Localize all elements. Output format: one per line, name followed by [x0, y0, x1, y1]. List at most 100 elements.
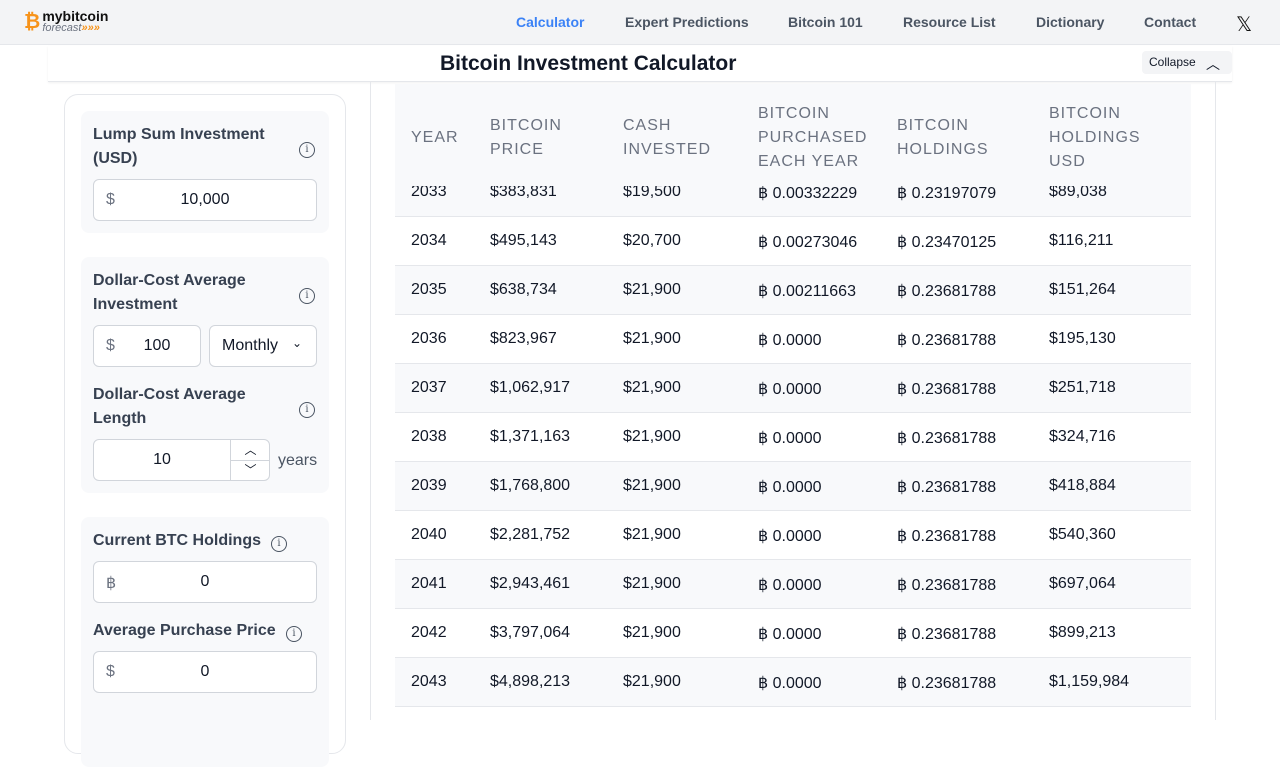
cell-bitcoin-purchased: ฿ 0.0000 — [758, 577, 822, 594]
cell-cash-invested: $21,900 — [623, 281, 681, 298]
cell-bitcoin-holdings-usd: $195,130 — [1049, 330, 1116, 347]
cell-bitcoin-price: $495,143 — [490, 232, 557, 249]
cell-year: 2035 — [411, 281, 447, 298]
cell-bitcoin-holdings: ฿ 0.23681788 — [897, 528, 997, 545]
info-icon[interactable]: i — [299, 402, 315, 418]
cell-cash-invested: $21,900 — [623, 673, 681, 690]
table-row: 2041 $2,943,461 $21,900 ฿ 0.0000 ฿ 0.2368178… — [395, 560, 1191, 609]
dca-length-value: 10 — [153, 451, 171, 468]
cell-bitcoin-holdings-usd: $151,264 — [1049, 281, 1116, 298]
cell-year: 2041 — [411, 575, 447, 592]
cell-bitcoin-holdings: ฿ 0.23681788 — [897, 332, 997, 349]
cell-cash-invested: $21,900 — [623, 624, 681, 641]
header-line: YEAR — [411, 129, 459, 146]
info-icon[interactable]: i — [286, 626, 302, 642]
cell-bitcoin-holdings: ฿ 0.23197079 — [897, 185, 997, 202]
cell-bitcoin-holdings: ฿ 0.23681788 — [897, 577, 997, 594]
header-line: CASH — [623, 117, 672, 134]
cell-bitcoin-holdings: ฿ 0.23681788 — [897, 675, 997, 692]
table-row: 2042 $3,797,064 $21,900 ฿ 0.0000 ฿ 0.2368178… — [395, 609, 1191, 658]
cell-bitcoin-purchased: ฿ 0.0000 — [758, 430, 822, 447]
nav-resource-list[interactable]: Resource List — [903, 14, 996, 30]
cell-bitcoin-purchased: ฿ 0.0000 — [758, 626, 822, 643]
table-header: YEAR BITCOIN PRICE CASH INVESTED BITCOIN PURCH… — [395, 84, 1191, 186]
chevron-up-icon: ︿ — [1206, 56, 1220, 72]
cell-bitcoin-price: $638,734 — [490, 281, 557, 298]
dca-label: Dollar-Cost Average Investment — [93, 272, 246, 313]
info-icon[interactable]: i — [299, 142, 315, 158]
nav-expert-predictions[interactable]: Expert Predictions — [625, 14, 749, 30]
cell-year: 2040 — [411, 526, 447, 543]
header-line: BITCOIN — [1049, 105, 1121, 122]
table-row: 2038 $1,371,163 $21,900 ฿ 0.0000 ฿ 0.2368178… — [395, 413, 1191, 462]
cell-cash-invested: $21,900 — [623, 428, 681, 445]
decrement-button[interactable]: ﹀ — [230, 461, 269, 480]
dca-frequency-select[interactable]: Monthly ⌄ — [209, 325, 317, 367]
lump-sum-card: Lump Sum Investment (USD) i $10,000 — [81, 111, 329, 233]
bitcoin-logo-icon: ₿ — [24, 10, 41, 33]
header-cash-invested: CASH INVESTED — [623, 114, 711, 162]
btc-holdings-label: Current BTC Holdings — [93, 532, 261, 549]
cell-cash-invested: $21,900 — [623, 379, 681, 396]
cell-bitcoin-purchased: ฿ 0.00273046 — [758, 234, 858, 251]
cell-bitcoin-price: $4,898,213 — [490, 673, 571, 690]
top-nav: ₿ mybitcoin forecast»»» Calculator Exper… — [0, 0, 1280, 45]
chevron-down-icon: ⌄ — [291, 336, 302, 350]
cell-year: 2036 — [411, 330, 447, 347]
cell-bitcoin-holdings: ฿ 0.23470125 — [897, 234, 997, 251]
dca-value: 100 — [143, 337, 171, 354]
table-row: 2033 $383,831 $19,500 ฿ 0.00332229 ฿ 0.23197… — [395, 168, 1191, 217]
avg-price-input[interactable]: $0 — [93, 651, 317, 693]
projection-table[interactable]: YEAR BITCOIN PRICE CASH INVESTED BITCOIN PURCH… — [395, 84, 1191, 720]
cell-year: 2039 — [411, 477, 447, 494]
logo[interactable]: ₿ mybitcoin forecast»»» — [24, 9, 108, 34]
info-icon[interactable]: i — [299, 288, 315, 304]
cell-year: 2034 — [411, 232, 447, 249]
cell-bitcoin-price: $2,943,461 — [490, 575, 571, 592]
header-year: YEAR — [411, 126, 459, 150]
btc-holdings-input[interactable]: ฿ 0 — [93, 561, 317, 603]
header-line: BITCOIN — [897, 117, 969, 134]
table-row: 2035 $638,734 $21,900 ฿ 0.00211663 ฿ 0.23681… — [395, 266, 1191, 315]
collapse-button[interactable]: Collapse ︿ — [1142, 51, 1232, 74]
cell-bitcoin-holdings: ฿ 0.23681788 — [897, 381, 997, 398]
cell-bitcoin-purchased: ฿ 0.00332229 — [758, 185, 858, 202]
x-twitter-icon[interactable]: 𝕏 — [1236, 14, 1253, 36]
cell-cash-invested: $21,900 — [623, 526, 681, 543]
cell-bitcoin-holdings: ฿ 0.23681788 — [897, 430, 997, 447]
cell-cash-invested: $21,900 — [623, 330, 681, 347]
dca-length-stepper[interactable]: 10 ︿ ﹀ — [93, 439, 270, 481]
nav-bitcoin-101[interactable]: Bitcoin 101 — [788, 14, 863, 30]
nav-calculator[interactable]: Calculator — [516, 14, 585, 30]
header-bitcoin-holdings: BITCOIN HOLDINGS — [897, 114, 989, 162]
cell-year: 2038 — [411, 428, 447, 445]
cell-bitcoin-purchased: ฿ 0.0000 — [758, 332, 822, 349]
cell-bitcoin-price: $823,967 — [490, 330, 557, 347]
cell-bitcoin-price: $3,797,064 — [490, 624, 571, 641]
cell-bitcoin-holdings-usd: $697,064 — [1049, 575, 1116, 592]
dca-frequency-value: Monthly — [222, 337, 279, 354]
cell-bitcoin-purchased: ฿ 0.0000 — [758, 675, 822, 692]
calculator-header: Bitcoin Investment Calculator Collapse ︿ — [48, 46, 1232, 82]
cell-year: 2037 — [411, 379, 447, 396]
dca-amount-input[interactable]: $100 — [93, 325, 201, 367]
cell-bitcoin-holdings-usd: $899,213 — [1049, 624, 1116, 641]
info-icon[interactable]: i — [271, 536, 287, 552]
cell-bitcoin-price: $1,062,917 — [490, 379, 571, 396]
nav-contact[interactable]: Contact — [1144, 14, 1197, 30]
increment-button[interactable]: ︿ — [230, 440, 269, 461]
lump-sum-value: 10,000 — [180, 191, 230, 208]
header-line: USD — [1049, 153, 1086, 170]
cell-bitcoin-purchased: ฿ 0.0000 — [758, 479, 822, 496]
cell-bitcoin-holdings-usd: $324,716 — [1049, 428, 1116, 445]
cell-bitcoin-holdings-usd: $251,718 — [1049, 379, 1116, 396]
cell-year: 2043 — [411, 673, 447, 690]
lump-sum-input[interactable]: $10,000 — [93, 179, 317, 221]
header-line: HOLDINGS — [1049, 129, 1141, 146]
nav-dictionary[interactable]: Dictionary — [1036, 14, 1105, 30]
header-line: INVESTED — [623, 141, 712, 158]
btc-holdings-card: Current BTC Holdings i ฿ 0 Average Purcha… — [81, 517, 329, 767]
dollar-prefix: $ — [106, 191, 115, 208]
btc-holdings-value: 0 — [200, 573, 210, 590]
page-title: Bitcoin Investment Calculator — [440, 52, 737, 75]
